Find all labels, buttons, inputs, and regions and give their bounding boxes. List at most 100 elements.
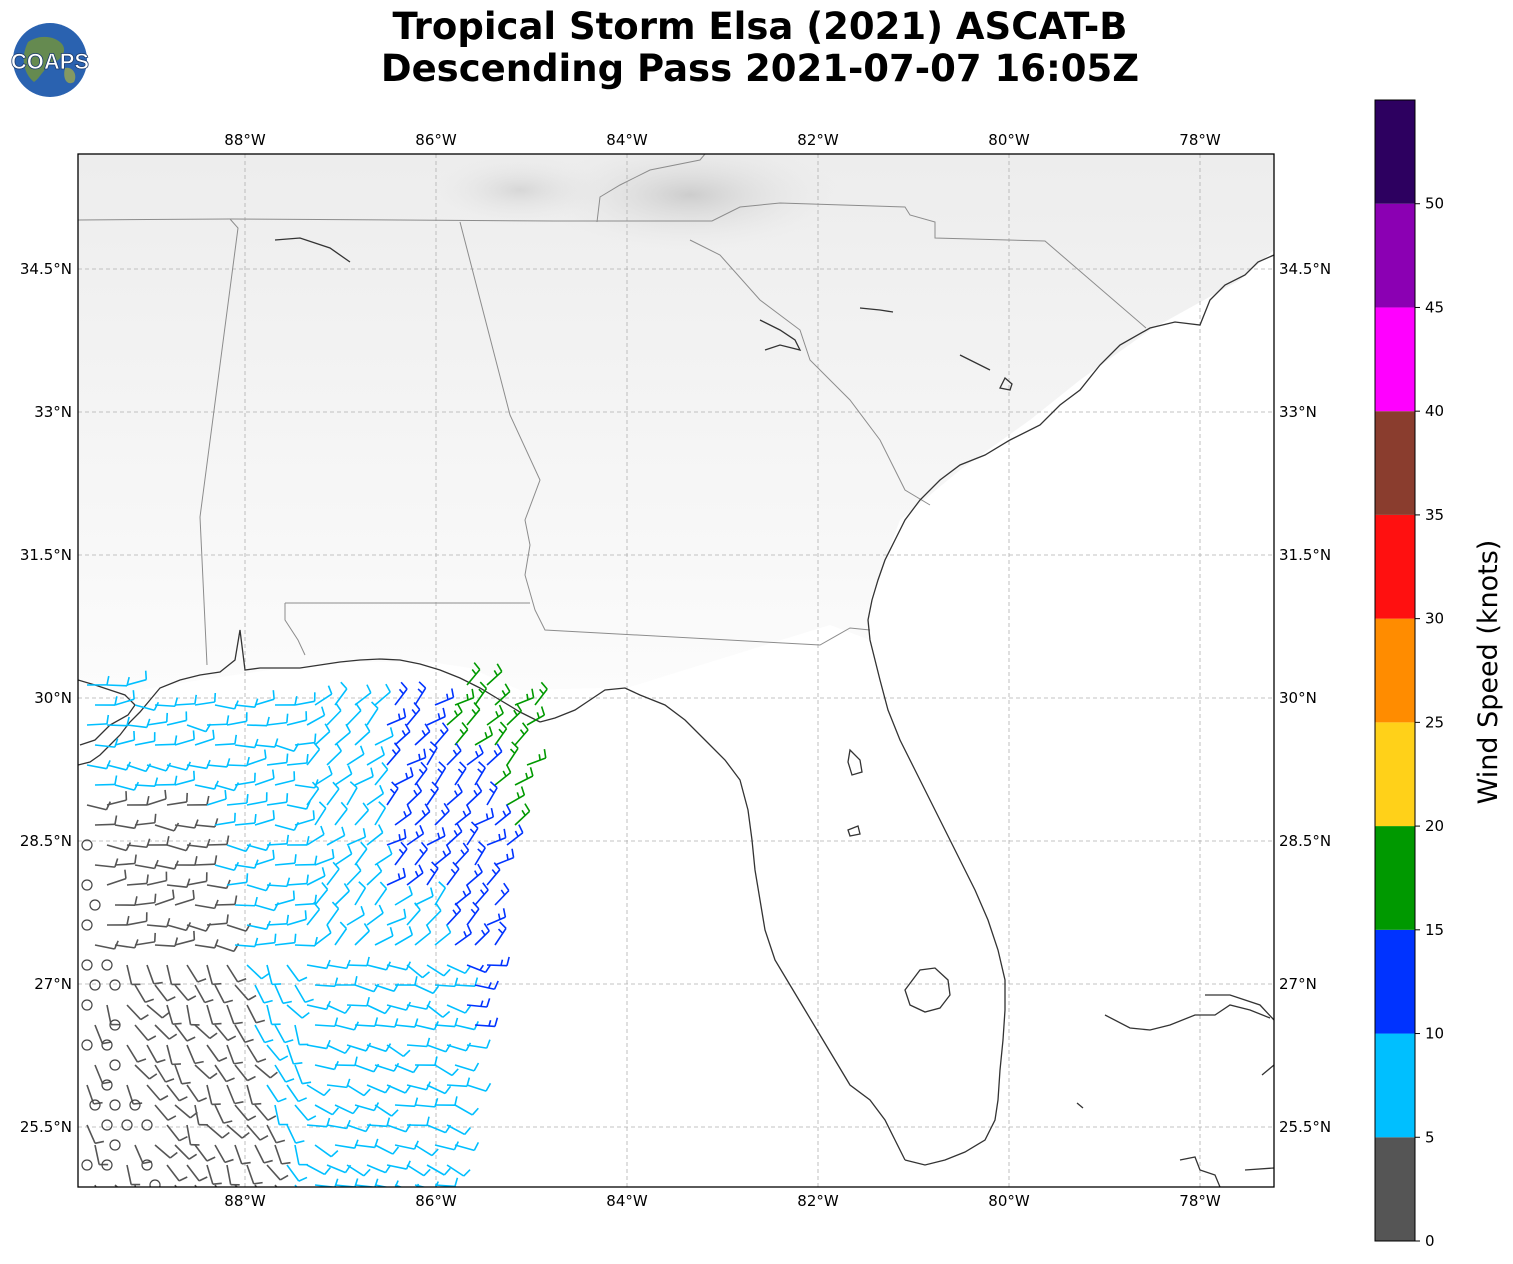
wind-barb	[194, 984, 214, 1004]
wind-barb	[474, 980, 499, 991]
wind-barb	[414, 887, 434, 906]
logo-text: COAPS	[11, 49, 89, 74]
wind-barb	[454, 761, 467, 786]
wind-barb	[414, 841, 428, 866]
wind-barb	[394, 976, 418, 986]
wind-barb	[374, 801, 387, 826]
terrain-shade-2	[430, 155, 610, 225]
wind-barb	[474, 841, 486, 866]
wind-barb	[334, 765, 353, 786]
wind-barb	[134, 701, 160, 712]
wind-barb	[434, 1177, 459, 1187]
wind-barb	[254, 690, 275, 706]
wind-barb	[434, 881, 447, 906]
wind-barb	[494, 764, 512, 786]
wind-barb	[466, 901, 480, 926]
wind-barb	[194, 1024, 218, 1040]
wind-barb	[346, 828, 367, 846]
wind-barb	[286, 1124, 305, 1144]
wind-barb	[94, 1024, 112, 1045]
calm-marker	[89, 979, 101, 991]
wind-barb	[254, 933, 277, 946]
wind-barb	[366, 701, 379, 726]
wind-barb	[226, 922, 252, 932]
wind-barb	[334, 845, 353, 866]
wind-barb	[466, 964, 492, 974]
wind-barb	[414, 761, 428, 786]
wind-barb	[354, 723, 371, 746]
wind-barb	[226, 712, 248, 726]
wind-barb	[166, 792, 189, 806]
calm-marker	[141, 1119, 153, 1131]
wind-barb	[114, 939, 139, 949]
wind-barb	[234, 738, 259, 749]
wind-barb	[326, 1119, 351, 1130]
wind-barb	[474, 882, 489, 906]
wind-barb	[166, 1164, 188, 1182]
wind-barb	[354, 767, 374, 786]
wind-barb	[206, 1004, 222, 1026]
wind-barb	[446, 1042, 472, 1052]
wind-barb	[354, 684, 372, 706]
wind-barb	[406, 902, 421, 926]
wind-barb	[474, 1017, 499, 1028]
wind-barb	[446, 703, 463, 726]
wind-barb	[346, 745, 365, 766]
wind-barb	[154, 1104, 177, 1121]
lon-tick-label-bottom: 86°W	[415, 1192, 457, 1210]
wind-barb	[326, 959, 351, 970]
colorbar-tick-label: 40	[1425, 402, 1444, 420]
wind-barb	[134, 893, 157, 906]
lat-tick-label-left: 33°N	[34, 403, 72, 421]
wind-barb	[194, 855, 218, 866]
wind-barb	[294, 1104, 317, 1121]
wind-barb	[126, 1044, 147, 1063]
colorbar-frame	[1374, 99, 1416, 1242]
wind-barb	[434, 844, 452, 866]
calm-marker	[81, 1159, 93, 1171]
wind-barb	[226, 793, 249, 806]
calm-marker	[101, 959, 113, 971]
wind-barb	[354, 881, 367, 906]
wind-barb	[426, 707, 446, 726]
colorbar-tick-label: 25	[1425, 713, 1444, 731]
wind-barb	[126, 718, 151, 729]
wind-barb	[314, 765, 333, 786]
wind-barb	[334, 681, 348, 706]
wind-barb	[266, 1124, 286, 1144]
wind-barb	[414, 1056, 438, 1067]
wind-barb	[434, 1064, 459, 1077]
wind-barb	[246, 1084, 262, 1106]
lon-tick-label-bottom: 80°W	[988, 1192, 1030, 1210]
wind-barb	[214, 895, 238, 906]
wind-barb	[166, 921, 192, 932]
wind-barb	[454, 1104, 479, 1116]
wind-barb	[426, 1084, 452, 1095]
wind-barb	[514, 767, 534, 786]
axis-ticks: 88°W 88°W 86°W 86°W 84°W 84°W 82°W 82°W 80°W 80°W…	[20, 131, 1331, 1210]
wind-barb	[186, 1124, 200, 1146]
wind-barb	[294, 692, 316, 706]
wind-barb	[134, 932, 156, 946]
wind-barb	[106, 791, 128, 806]
lon-tick-label-top: 88°W	[224, 131, 266, 149]
wind-barb	[346, 1042, 372, 1052]
wind-barb	[334, 1139, 359, 1149]
wind-barb	[94, 696, 118, 706]
wind-barb	[286, 964, 308, 982]
wind-barb	[266, 713, 289, 726]
wind-barb	[314, 685, 333, 706]
wind-barb	[386, 781, 399, 806]
wind-barb	[254, 984, 273, 1004]
wind-barb	[226, 1164, 240, 1186]
wind-barb	[206, 835, 230, 846]
wind-barb	[486, 781, 498, 806]
wind-barb	[114, 730, 136, 746]
wind-barb	[414, 681, 427, 706]
calm-marker	[101, 1119, 113, 1131]
wind-barb	[314, 881, 329, 906]
wind-barb	[226, 873, 249, 886]
wind-barb	[266, 1004, 281, 1026]
wind-barb	[426, 964, 451, 977]
wind-barb	[254, 810, 275, 826]
